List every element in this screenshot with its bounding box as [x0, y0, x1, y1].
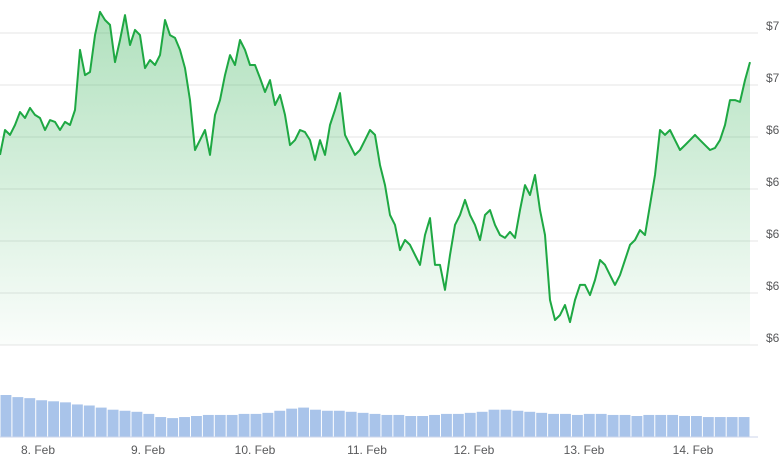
volume-bar — [393, 414, 405, 437]
volume-bar — [690, 416, 702, 437]
volume-bar — [452, 413, 464, 437]
volume-bar — [131, 411, 143, 437]
volume-bar — [405, 416, 417, 437]
volume-bar — [714, 417, 726, 437]
volume-bar — [250, 413, 262, 437]
x-tick-label: 14. Feb — [673, 443, 714, 457]
volume-bar — [536, 412, 548, 437]
volume-bar — [107, 409, 119, 437]
volume-bar — [619, 414, 631, 437]
volume-bar — [345, 411, 357, 437]
volume-bar — [500, 409, 512, 437]
volume-bar — [512, 410, 524, 437]
volume-bar — [310, 409, 321, 437]
y-tick-label: $7 — [766, 71, 780, 85]
volume-bar — [95, 407, 107, 437]
volume-bar — [643, 414, 655, 437]
volume-bar — [321, 410, 333, 437]
volume-bar — [417, 416, 429, 437]
volume-bar — [595, 413, 607, 437]
volume-bar — [226, 414, 238, 437]
volume-bar — [298, 407, 310, 437]
volume-bar — [119, 410, 131, 437]
volume-bar — [71, 404, 83, 437]
volume-bar — [464, 412, 476, 437]
volume-bar — [202, 414, 214, 437]
volume-bar — [190, 416, 202, 437]
x-tick-label: 10. Feb — [235, 443, 276, 457]
volume-bar — [583, 413, 595, 437]
area — [0, 11, 750, 346]
volume-bar — [476, 411, 488, 437]
volume-bar — [238, 413, 250, 437]
volume-bar — [524, 411, 536, 437]
volume-bar — [571, 414, 583, 437]
volume-bar — [36, 400, 48, 437]
x-tick-label: 8. Feb — [21, 443, 55, 457]
volume-bar — [679, 416, 690, 437]
volume-bar — [274, 410, 286, 437]
y-tick-label: $6 — [766, 331, 780, 345]
volume-bar — [369, 413, 381, 437]
y-tick-label: $6 — [766, 227, 780, 241]
volume-bar — [155, 417, 167, 437]
x-tick-label: 11. Feb — [347, 443, 387, 457]
volume-bar — [60, 402, 71, 437]
volume-bar — [262, 412, 274, 437]
volume-bar — [48, 401, 60, 437]
volume-bar — [179, 417, 190, 437]
volume-bar — [83, 405, 95, 437]
y-tick-label: $6 — [766, 279, 780, 293]
volume-bar — [286, 408, 298, 437]
volume-bar — [548, 413, 560, 437]
y-tick-label: $6 — [766, 123, 780, 137]
volume-bar — [143, 413, 155, 437]
volume-bar — [560, 413, 571, 437]
x-tick-label: 9. Feb — [131, 443, 165, 457]
volume-bar — [357, 412, 369, 437]
volume-bar — [726, 417, 738, 437]
volume-bar — [429, 414, 440, 437]
volume-bar — [738, 417, 750, 437]
x-tick-label: 13. Feb — [564, 443, 605, 457]
volume-bar — [631, 416, 643, 437]
volume-bar — [167, 418, 179, 437]
volume-bar — [702, 417, 714, 437]
x-tick-label: 12. Feb — [454, 443, 495, 457]
volume-bar — [381, 414, 393, 437]
volume-bar — [655, 414, 667, 437]
price-line — [0, 10, 751, 324]
volume-bar — [333, 410, 345, 437]
volume-bar — [440, 413, 452, 437]
volume-bar — [0, 395, 12, 437]
volume-bar — [607, 414, 619, 437]
y-tick-label: $6 — [766, 175, 780, 189]
y-tick-label: $7 — [766, 19, 780, 33]
volume-bar — [667, 414, 679, 437]
volume-bar — [12, 397, 24, 437]
volume-bar — [24, 398, 36, 437]
volume-bar — [488, 409, 500, 437]
volume-bar — [214, 414, 226, 437]
